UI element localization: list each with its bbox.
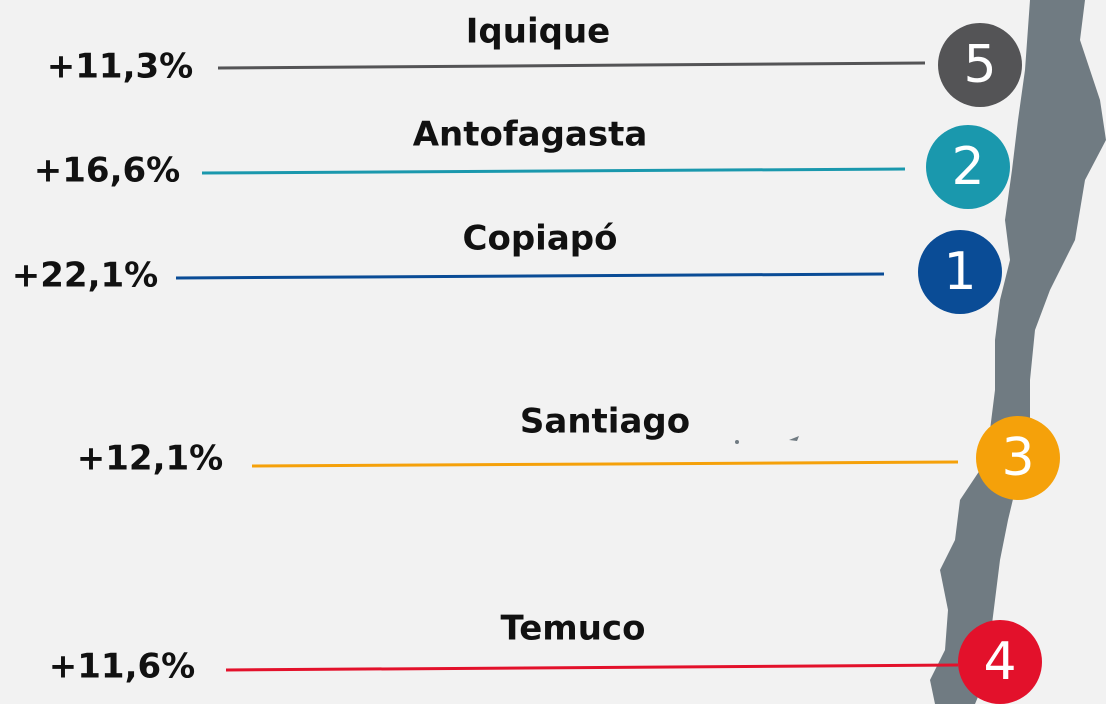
city-name: Antofagasta: [413, 115, 648, 155]
island: [789, 436, 799, 441]
percent-change: +12,1%: [77, 439, 223, 479]
rank-badge: [926, 125, 1010, 209]
percent-change: +22,1%: [12, 256, 158, 296]
city-name: Iquique: [466, 12, 610, 52]
percent-change: +11,3%: [47, 47, 193, 87]
percent-change: +11,6%: [49, 647, 195, 687]
connector-line: [251, 460, 959, 468]
connector-line: [217, 61, 926, 70]
rank-badge: [976, 416, 1060, 500]
percent-change: +16,6%: [34, 151, 180, 191]
map-of-chile: [930, 0, 1106, 704]
connector-line: [175, 272, 885, 280]
city-name: Copiapó: [463, 219, 618, 259]
rank-number: 2: [951, 137, 984, 197]
connector-line: [201, 167, 906, 175]
city-name: Santiago: [520, 402, 690, 442]
city-name: Temuco: [501, 609, 646, 649]
rank-badge: [938, 23, 1022, 107]
rank-badge: [958, 620, 1042, 704]
rank-number: 5: [963, 35, 996, 95]
rank-number: 3: [1001, 428, 1034, 488]
connector-line: [225, 663, 959, 672]
rank-number: 4: [983, 632, 1016, 692]
island: [735, 440, 739, 444]
rank-number: 1: [943, 242, 976, 302]
rank-badge: [918, 230, 1002, 314]
